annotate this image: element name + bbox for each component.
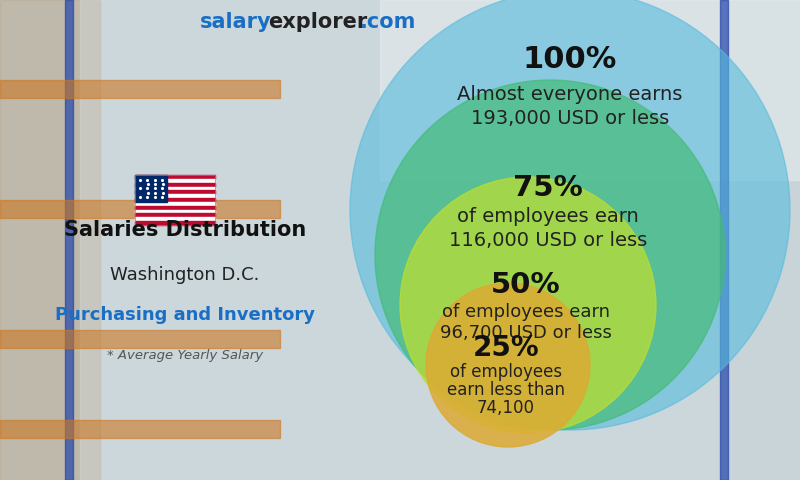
Text: 74,100: 74,100 <box>477 399 535 417</box>
Bar <box>135 194 215 198</box>
Bar <box>135 217 215 221</box>
Text: 50%: 50% <box>491 271 561 299</box>
Text: earn less than: earn less than <box>447 381 565 399</box>
Text: 25%: 25% <box>473 334 539 362</box>
Text: Almost everyone earns: Almost everyone earns <box>458 85 682 105</box>
Bar <box>135 175 215 225</box>
Circle shape <box>426 283 590 447</box>
Text: explorer: explorer <box>268 12 367 32</box>
Bar <box>0 200 280 218</box>
Bar <box>135 175 167 202</box>
Bar <box>135 191 215 194</box>
Bar <box>0 420 280 438</box>
Bar <box>135 206 215 210</box>
Text: 100%: 100% <box>523 46 617 74</box>
Bar <box>135 210 215 214</box>
Text: 116,000 USD or less: 116,000 USD or less <box>449 230 647 250</box>
Bar <box>0 0 100 480</box>
Text: of employees earn: of employees earn <box>457 207 639 227</box>
Bar <box>135 187 215 191</box>
Text: Washington D.C.: Washington D.C. <box>110 266 260 284</box>
Bar <box>720 0 728 480</box>
Text: of employees: of employees <box>450 363 562 381</box>
Bar <box>135 183 215 187</box>
Text: .com: .com <box>360 12 416 32</box>
Text: 75%: 75% <box>513 174 583 202</box>
Circle shape <box>375 80 725 430</box>
Bar <box>135 202 215 206</box>
Text: 96,700 USD or less: 96,700 USD or less <box>440 324 612 342</box>
Circle shape <box>400 177 656 433</box>
Bar <box>135 221 215 225</box>
Text: Salaries Distribution: Salaries Distribution <box>64 220 306 240</box>
Bar <box>135 179 215 183</box>
Bar <box>380 0 800 180</box>
Bar <box>135 198 215 202</box>
Bar <box>0 80 280 98</box>
Text: Purchasing and Inventory: Purchasing and Inventory <box>55 306 315 324</box>
Bar <box>65 0 73 480</box>
Text: 193,000 USD or less: 193,000 USD or less <box>471 108 669 128</box>
Bar <box>0 330 280 348</box>
Text: salary: salary <box>200 12 272 32</box>
Bar <box>135 214 215 217</box>
Text: * Average Yearly Salary: * Average Yearly Salary <box>107 348 263 361</box>
Text: of employees earn: of employees earn <box>442 303 610 321</box>
Bar <box>80 0 720 480</box>
Bar <box>135 175 215 179</box>
Circle shape <box>350 0 790 430</box>
